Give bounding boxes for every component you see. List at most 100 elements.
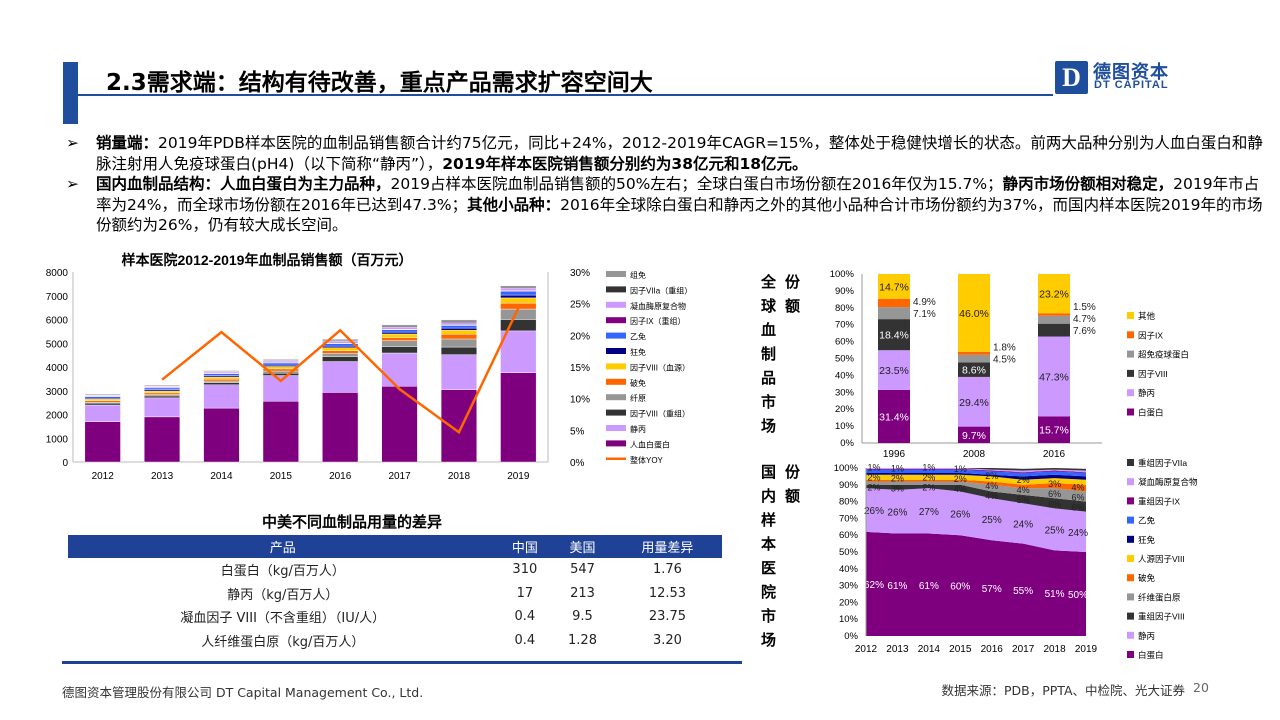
legend-label: 凝血酶原复合物 — [1138, 477, 1198, 487]
data-label: 7.1% — [913, 309, 936, 320]
table-cell: 17 — [516, 585, 534, 601]
y-tick-label: 40% — [839, 564, 859, 575]
bar-segment — [381, 352, 418, 387]
bullet-text: 国内血制品结构：人血白蛋白为主力品种， — [96, 175, 391, 193]
y-tick-label: 10% — [835, 421, 855, 432]
data-label: 1% — [891, 463, 904, 473]
bar-segment — [878, 298, 910, 308]
data-label: 27% — [919, 507, 939, 518]
bar-segment — [203, 370, 240, 372]
bar-segment — [322, 345, 359, 348]
legend-swatch — [1127, 651, 1134, 658]
bar-segment — [1038, 323, 1070, 337]
bar-segment — [203, 373, 240, 376]
area-series — [866, 468, 1086, 471]
y2-tick-label: 30% — [570, 268, 590, 279]
legend-swatch — [606, 286, 626, 293]
bar-segment — [878, 274, 910, 299]
bar-segment — [1038, 336, 1070, 417]
data-label: 4.7% — [1073, 314, 1096, 325]
legend-swatch — [1127, 535, 1134, 543]
bullet-item: ➢ 销量端：2019年PDB样本医院的血制品销售额合计约75亿元，同比+24%，2… — [66, 133, 1266, 174]
y-tick-label: 0% — [844, 631, 858, 642]
y-tick-label: 80% — [839, 497, 859, 508]
bar-segment — [958, 362, 990, 377]
bar-segment — [144, 392, 181, 395]
area-series — [866, 468, 1086, 474]
logo-mark: D — [1055, 61, 1088, 94]
bar-segment — [381, 337, 418, 341]
y-tick-label: 2000 — [46, 411, 69, 422]
bar-segment — [1038, 315, 1070, 324]
bar-segment — [322, 356, 359, 362]
bar-segment — [203, 380, 240, 383]
bar-segment — [262, 364, 299, 367]
legend-swatch — [606, 301, 626, 308]
col-header-china: 中国 — [497, 535, 553, 558]
data-label: 2% — [891, 473, 904, 483]
x-tick-label: 2013 — [886, 644, 909, 655]
area-series — [866, 488, 1086, 552]
area-series — [866, 481, 1086, 502]
legend-label: 因子IX — [1138, 330, 1163, 340]
bar-segment — [262, 362, 299, 366]
data-label: 9.7% — [962, 430, 986, 442]
company-logo: D 德图资本 DT CAPITAL — [1055, 61, 1185, 95]
legend-label: 重组因子IX — [1138, 496, 1180, 506]
bar-segment — [322, 347, 359, 351]
legend-swatch — [1127, 631, 1134, 639]
data-label: 26% — [950, 509, 970, 520]
bar-segment — [84, 400, 121, 403]
table-title: 中美不同血制品用量的差异 — [262, 513, 443, 531]
legend-label: 狂免 — [1138, 535, 1156, 545]
bar-segment — [878, 319, 910, 351]
table-row: 静丙（kg/百万人） 17 213 12.53 — [68, 582, 722, 606]
bar-segment — [440, 319, 477, 322]
bar-segment — [878, 350, 910, 390]
y-tick-label: 50% — [835, 354, 855, 365]
bar-segment — [440, 338, 477, 348]
data-label: 60% — [950, 582, 970, 593]
legend-swatch — [1127, 612, 1134, 620]
data-label: 7.6% — [1073, 326, 1096, 337]
legend-label: 狂免 — [630, 347, 646, 357]
bar-segment — [440, 354, 477, 391]
global-side-label-2: 份额 — [785, 273, 801, 315]
bar-segment — [144, 397, 181, 418]
legend-label: 乙免 — [1138, 516, 1156, 526]
legend-label: 因子VIII（血源） — [630, 362, 690, 372]
data-label: 47.3% — [1039, 371, 1069, 383]
bar-segment — [500, 297, 537, 304]
bullet-text: 2019年PDB样本医院的血制品销售额合计约75亿元，同比+24%，2012-2… — [96, 134, 1263, 173]
legend-label: 因子IX（重组） — [630, 316, 686, 326]
bar-segment — [203, 407, 240, 463]
x-tick-label: 2019 — [1075, 644, 1098, 655]
data-label: 4% — [985, 491, 998, 501]
data-label: 1% — [922, 462, 935, 472]
legend-label: 凝血酶原复合物 — [630, 301, 686, 311]
bullet-text: 2019年样本医院销售额分别约为38亿元和18亿元。 — [442, 154, 808, 173]
y2-tick-label: 5% — [570, 426, 585, 437]
bar-segment — [144, 387, 181, 390]
x-tick-label: 2014 — [210, 471, 233, 482]
table-cell: 213 — [570, 585, 595, 601]
x-tick-label: 2013 — [151, 471, 174, 482]
y2-tick-label: 10% — [570, 395, 590, 406]
bar-segment — [144, 416, 181, 463]
data-label: 26% — [864, 506, 884, 517]
bar-segment — [144, 390, 181, 394]
bar-segment — [84, 394, 121, 396]
bar-segment — [322, 392, 359, 463]
x-tick-label: 2018 — [1043, 644, 1066, 655]
y-tick-label: 30% — [835, 387, 855, 398]
footer-source: 数据来源：PDB，PPTA、中检院、光大证券 — [941, 683, 1185, 698]
y-tick-label: 60% — [835, 337, 855, 348]
table-cell: 547 — [570, 562, 595, 578]
data-label: 4.5% — [993, 355, 1016, 366]
table-cell: 310 — [512, 562, 538, 578]
data-label: 4% — [985, 481, 998, 491]
col-header-us: 美国 — [552, 535, 613, 558]
legend-swatch — [1127, 408, 1134, 416]
data-label: 23.5% — [879, 365, 909, 377]
area-series — [866, 531, 1086, 636]
